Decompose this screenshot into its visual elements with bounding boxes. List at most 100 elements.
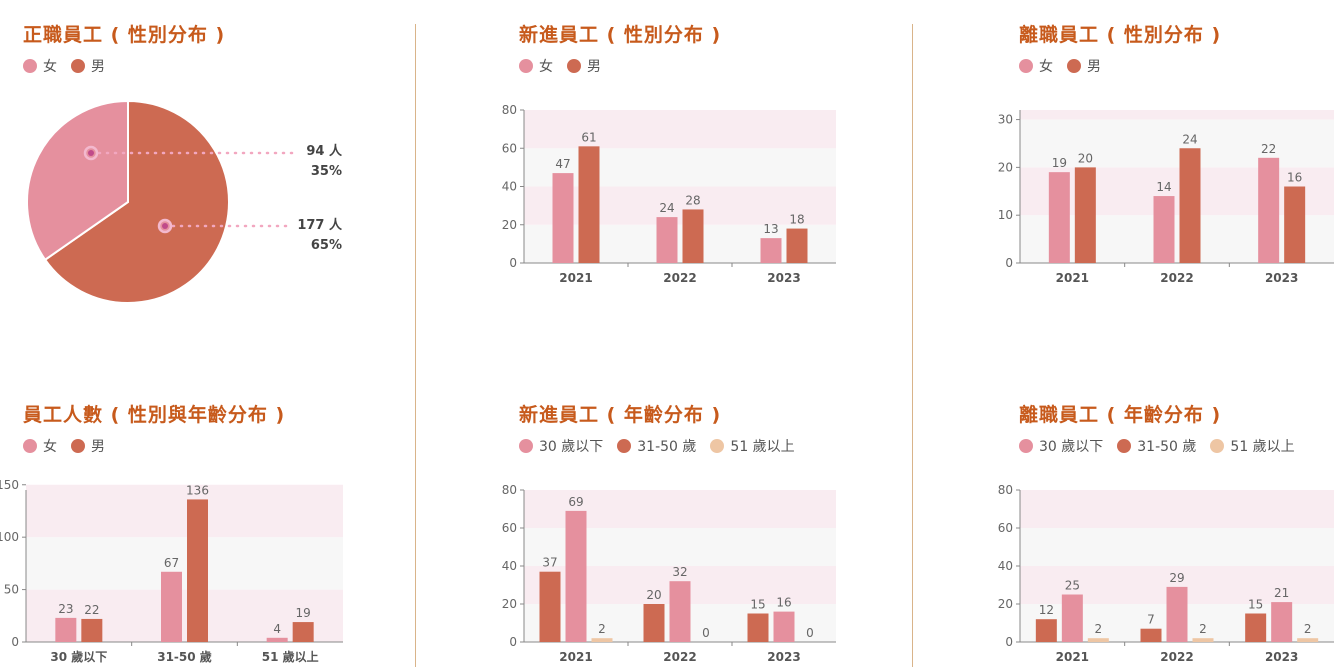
legend-label: 女	[1039, 59, 1053, 75]
legend-item-under30[interactable]: 30 歲以下	[1019, 436, 1103, 456]
legend-item-male[interactable]: 男	[567, 56, 601, 76]
bar	[55, 617, 77, 642]
data-label: 24	[659, 201, 674, 215]
data-label: 0	[806, 626, 814, 640]
legend: 女 男	[519, 56, 721, 76]
plot-band	[26, 537, 343, 590]
legend-label: 男	[1087, 59, 1101, 75]
bar	[1245, 613, 1267, 642]
y-tick-label: 40	[998, 559, 1013, 573]
bar	[552, 173, 574, 263]
y-tick-label: 0	[11, 635, 19, 649]
legend-item-male[interactable]: 男	[1067, 56, 1101, 76]
plot-band	[524, 186, 836, 225]
y-tick-label: 10	[998, 208, 1013, 222]
legend-item-31-50[interactable]: 31-50 歲	[617, 436, 696, 456]
y-tick-label: 150	[0, 478, 19, 492]
legend-item-over51[interactable]: 51 歲以上	[1210, 436, 1295, 456]
legend-label: 51 歲以上	[730, 439, 795, 455]
y-tick-label: 60	[998, 521, 1013, 535]
data-label: 7	[1147, 613, 1155, 627]
x-tick-label: 31-50 歲	[157, 649, 212, 664]
bar	[1271, 602, 1293, 642]
bar	[1297, 638, 1319, 642]
y-tick-label: 40	[502, 559, 517, 573]
y-tick-label: 0	[1005, 635, 1013, 649]
bar	[539, 571, 561, 642]
y-tick-label: 60	[502, 521, 517, 535]
data-label: 12	[1039, 603, 1054, 617]
data-label: 19	[1052, 156, 1067, 170]
x-tick-label: 2022	[663, 271, 696, 285]
data-label: 23	[58, 602, 73, 616]
panel-title: 離職員工 ( 性別分布 )	[1019, 24, 1222, 46]
legend-item-male[interactable]: 男	[71, 436, 105, 456]
data-label: 14	[1156, 180, 1171, 194]
legend-dot	[519, 439, 533, 453]
legend-dot	[1019, 59, 1033, 73]
legend-dot	[1210, 439, 1225, 453]
data-label: 2	[1199, 622, 1207, 636]
x-tick-label: 2021	[559, 650, 592, 664]
y-tick-label: 30	[998, 113, 1013, 127]
data-label: 67	[164, 556, 179, 570]
y-tick-label: 80	[502, 103, 517, 117]
x-tick-label: 2022	[663, 650, 696, 664]
y-tick-label: 40	[502, 180, 517, 194]
plot-band	[524, 110, 836, 149]
bar	[643, 604, 665, 642]
data-label: 25	[1065, 579, 1080, 593]
data-label: 28	[685, 193, 700, 207]
y-tick-label: 20	[502, 218, 517, 232]
x-tick-label: 2023	[1265, 650, 1298, 664]
plot-band	[26, 484, 343, 538]
legend: 女 男	[23, 56, 225, 76]
legend-dot	[519, 59, 533, 73]
legend-label: 男	[91, 439, 105, 455]
data-label: 21	[1274, 586, 1289, 600]
pie-percent-female: 35%	[310, 164, 342, 179]
data-label: 2	[598, 622, 606, 636]
legend-item-over51[interactable]: 51 歲以上	[710, 436, 795, 456]
bar	[1048, 172, 1070, 263]
bar	[565, 510, 587, 642]
bar	[682, 209, 704, 263]
data-label: 2	[1095, 622, 1103, 636]
legend-item-male[interactable]: 男	[71, 56, 105, 76]
legend-label: 30 歲以下	[1039, 439, 1104, 455]
legend-item-female[interactable]: 女	[23, 436, 57, 456]
bar	[266, 637, 288, 642]
legend-item-under30[interactable]: 30 歲以下	[519, 436, 603, 456]
legend-dot	[567, 59, 581, 73]
plot-band	[26, 589, 343, 642]
legend-item-female[interactable]: 女	[23, 56, 57, 76]
data-label: 37	[542, 556, 557, 570]
data-label: 29	[1169, 571, 1184, 585]
panel-title: 新進員工 ( 性別分布 )	[519, 24, 722, 46]
y-tick-label: 100	[0, 530, 19, 544]
bar	[161, 571, 182, 642]
x-tick-label: 2021	[1056, 650, 1089, 664]
bar	[292, 622, 314, 642]
legend-item-female[interactable]: 女	[519, 56, 553, 76]
legend-dot	[710, 439, 725, 453]
pie-label-female: 94 人 35%	[262, 142, 342, 182]
bar	[760, 238, 782, 263]
legend-item-female[interactable]: 女	[1019, 56, 1053, 76]
pie-leader-female-center	[88, 150, 94, 156]
data-label: 20	[1078, 151, 1093, 165]
data-label: 16	[1287, 171, 1302, 185]
pie-slice-male	[43, 99, 230, 304]
legend-label: 女	[539, 59, 553, 75]
bar-chart-headcount: 0 50 100 150 30 歲以下 23 22 31-50 歲 67 136 51 歲以上 4 19	[0, 478, 343, 664]
legend: 女 男	[1019, 56, 1221, 76]
y-tick-label: 20	[998, 160, 1013, 174]
bar-chart-leaver-gender: 0 10 20 30 2021 19 20 2022 14 24 2023 22 16	[998, 110, 1334, 285]
panel-title: 正職員工 ( 性別分布 )	[23, 24, 226, 46]
bar	[1166, 586, 1188, 642]
x-tick-label: 2023	[767, 271, 800, 285]
bar	[1061, 594, 1083, 642]
legend-label: 31-50 歲	[1137, 439, 1197, 455]
data-label: 20	[646, 588, 661, 602]
legend-item-31-50[interactable]: 31-50 歲	[1117, 436, 1196, 456]
